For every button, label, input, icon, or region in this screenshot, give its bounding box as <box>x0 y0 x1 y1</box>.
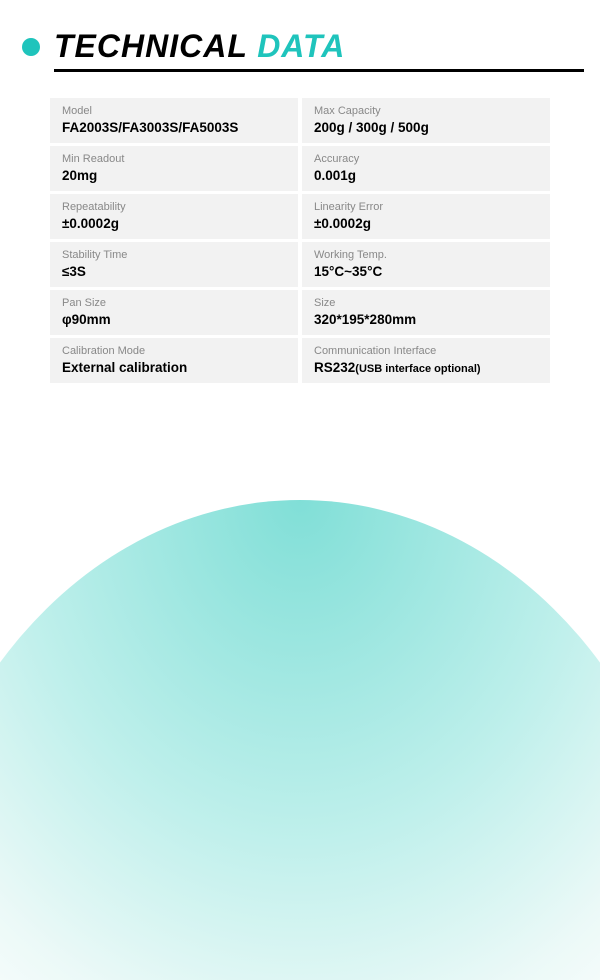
value: External calibration <box>62 360 286 375</box>
cell-calibration-mode: Calibration Mode External calibration <box>50 338 298 383</box>
cell-communication-interface: Communication Interface RS232(USB interf… <box>302 338 550 383</box>
label: Pan Size <box>62 297 286 309</box>
cell-max-capacity: Max Capacity 200g / 300g / 500g <box>302 98 550 143</box>
label: Size <box>314 297 538 309</box>
value-main: RS232 <box>314 360 355 375</box>
table-row: Repeatability ±0.0002g Linearity Error ±… <box>50 194 550 239</box>
title-part1: TECHNICAL <box>54 28 257 64</box>
cell-size: Size 320*195*280mm <box>302 290 550 335</box>
table-row: Model FA2003S/FA3003S/FA5003S Max Capaci… <box>50 98 550 143</box>
value: φ90mm <box>62 312 286 327</box>
table-row: Calibration Mode External calibration Co… <box>50 338 550 383</box>
label: Working Temp. <box>314 249 538 261</box>
cell-stability-time: Stability Time ≤3S <box>50 242 298 287</box>
label: Model <box>62 105 286 117</box>
value: 15°C~35°C <box>314 264 538 279</box>
label: Accuracy <box>314 153 538 165</box>
value: 0.001g <box>314 168 538 183</box>
table-row: Min Readout 20mg Accuracy 0.001g <box>50 146 550 191</box>
cell-min-readout: Min Readout 20mg <box>50 146 298 191</box>
value: ±0.0002g <box>62 216 286 231</box>
page-title: TECHNICAL DATA <box>54 28 345 65</box>
value: 20mg <box>62 168 286 183</box>
cell-pan-size: Pan Size φ90mm <box>50 290 298 335</box>
table-row: Pan Size φ90mm Size 320*195*280mm <box>50 290 550 335</box>
value: ≤3S <box>62 264 286 279</box>
cell-model: Model FA2003S/FA3003S/FA5003S <box>50 98 298 143</box>
decorative-curve <box>0 500 600 980</box>
value: RS232(USB interface optional) <box>314 360 538 375</box>
label: Max Capacity <box>314 105 538 117</box>
label: Repeatability <box>62 201 286 213</box>
value: FA2003S/FA3003S/FA5003S <box>62 120 286 135</box>
bullet-icon <box>22 38 40 56</box>
table-row: Stability Time ≤3S Working Temp. 15°C~35… <box>50 242 550 287</box>
cell-linearity-error: Linearity Error ±0.0002g <box>302 194 550 239</box>
value-sub: (USB interface optional) <box>355 363 480 375</box>
cell-repeatability: Repeatability ±0.0002g <box>50 194 298 239</box>
cell-working-temp: Working Temp. 15°C~35°C <box>302 242 550 287</box>
label: Stability Time <box>62 249 286 261</box>
value: 320*195*280mm <box>314 312 538 327</box>
label: Min Readout <box>62 153 286 165</box>
label: Communication Interface <box>314 345 538 357</box>
specs-table: Model FA2003S/FA3003S/FA5003S Max Capaci… <box>0 72 600 383</box>
value: 200g / 300g / 500g <box>314 120 538 135</box>
header: TECHNICAL DATA <box>0 0 600 65</box>
title-part2: DATA <box>257 28 345 64</box>
label: Linearity Error <box>314 201 538 213</box>
cell-accuracy: Accuracy 0.001g <box>302 146 550 191</box>
label: Calibration Mode <box>62 345 286 357</box>
value: ±0.0002g <box>314 216 538 231</box>
